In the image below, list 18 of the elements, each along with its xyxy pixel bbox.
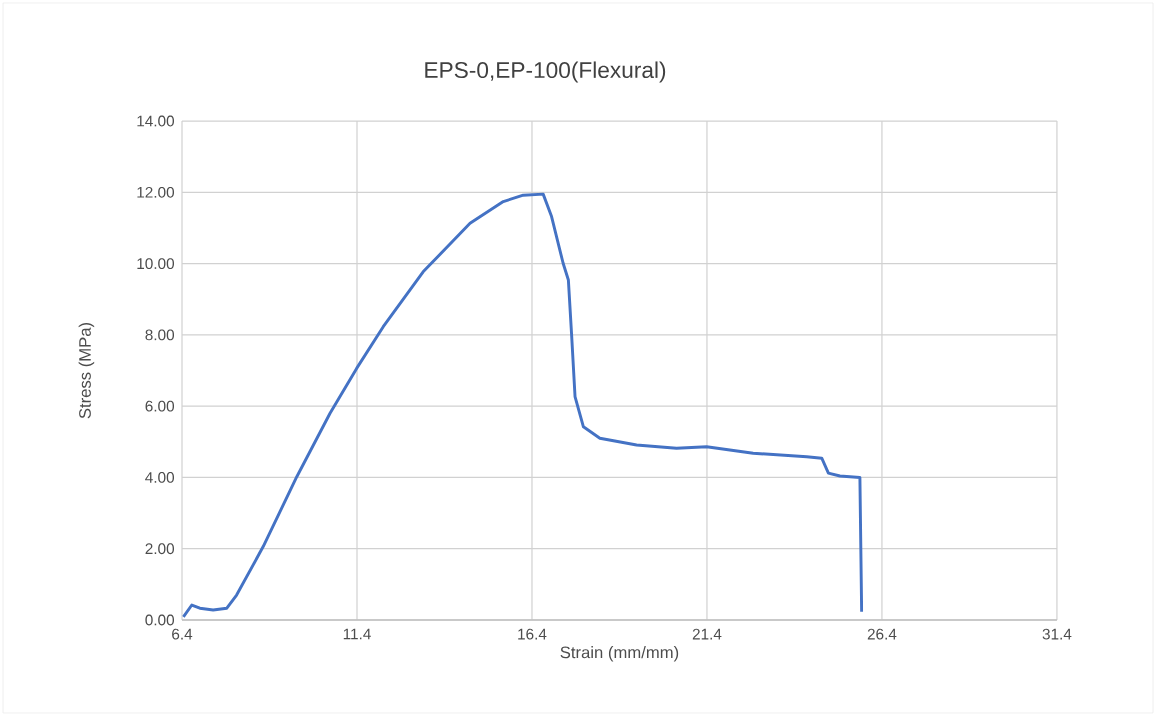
y-tick-label: 8.00 bbox=[145, 329, 175, 341]
y-tick-label: 12.00 bbox=[137, 186, 175, 198]
y-tick-label: 2.00 bbox=[145, 543, 175, 555]
y-tick-label: 14.00 bbox=[137, 115, 175, 127]
y-tick-label: 0.00 bbox=[145, 614, 175, 626]
x-tick-label: 21.4 bbox=[692, 628, 722, 640]
line-series bbox=[182, 192, 864, 619]
x-tick-label: 16.4 bbox=[518, 628, 547, 640]
y-tick-label: 10.00 bbox=[137, 258, 175, 270]
y-tick-label: 4.00 bbox=[145, 472, 175, 483]
x-tick-label: 26.4 bbox=[867, 628, 897, 640]
y-tick-label: 6.00 bbox=[145, 400, 175, 412]
chart-title: EPS-0,EP-100(Flexural) bbox=[425, 61, 666, 83]
x-tick-label: 31.4 bbox=[1042, 628, 1072, 640]
y-axis-title: Stress (MPa) bbox=[78, 322, 95, 419]
x-tick-label: 11.4 bbox=[343, 628, 371, 640]
x-tick-label: 6.4 bbox=[172, 628, 193, 640]
x-axis-title: Strain (mm/mm) bbox=[560, 646, 679, 662]
